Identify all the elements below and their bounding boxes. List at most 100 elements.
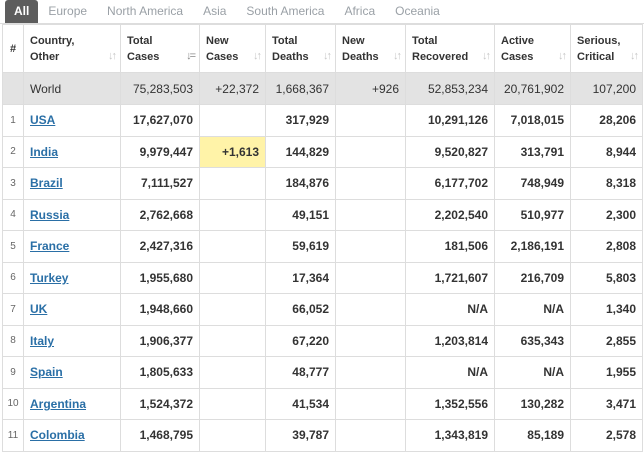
sort-icon[interactable]: ↓↑	[253, 50, 262, 62]
table-row: 7 UK 1,948,660 66,052 N/A N/A 1,340	[2, 293, 643, 326]
world-label: World	[23, 72, 121, 105]
country-link[interactable]: France	[30, 239, 70, 254]
table-row: 9 Spain 1,805,633 48,777 N/A N/A 1,955	[2, 356, 643, 389]
country-link[interactable]: India	[30, 144, 59, 159]
country-link[interactable]: Spain	[30, 365, 63, 380]
total-recovered-cell: N/A	[405, 293, 495, 326]
country-link[interactable]: USA	[30, 113, 56, 128]
country-link[interactable]: Brazil	[30, 176, 63, 191]
row-index: 1	[2, 104, 24, 137]
total-cases-cell: 2,762,668	[120, 198, 200, 231]
header-new-deaths[interactable]: New Deaths ↓↑	[335, 24, 406, 73]
country-link[interactable]: Turkey	[30, 270, 69, 285]
sort-icon[interactable]: ↓↑	[630, 50, 639, 62]
active-cases-cell: 313,791	[494, 135, 571, 168]
tab-asia[interactable]: Asia	[203, 4, 227, 18]
sort-icon[interactable]: ↓↑	[323, 50, 332, 62]
country-cell: Spain	[23, 356, 121, 389]
active-cases-cell: 510,977	[494, 198, 571, 231]
tab-all[interactable]: All	[5, 0, 39, 23]
new-deaths-cell	[335, 356, 406, 389]
serious-critical-cell: 1,340	[570, 293, 643, 326]
row-index: 3	[2, 167, 24, 200]
country-link[interactable]: Italy	[30, 333, 55, 348]
total-deaths-cell: 184,876	[265, 167, 336, 200]
serious-critical-cell: 1,955	[570, 356, 643, 389]
header-country[interactable]: Country, Other ↓↑	[23, 24, 121, 73]
country-cell: France	[23, 230, 121, 263]
total-cases-cell: 7,111,527	[120, 167, 200, 200]
header-new-cases[interactable]: New Cases ↓↑	[199, 24, 266, 73]
new-deaths-cell	[335, 167, 406, 200]
active-cases-cell: 7,018,015	[494, 104, 571, 137]
sort-icon[interactable]: ↓↑	[558, 50, 567, 62]
total-deaths-cell: 317,929	[265, 104, 336, 137]
country-cell: Turkey	[23, 261, 121, 294]
header-serious-critical[interactable]: Serious, Critical ↓↑	[570, 24, 643, 73]
header-total-cases[interactable]: Total Cases ↓=	[120, 24, 200, 73]
tab-oceania[interactable]: Oceania	[395, 4, 440, 18]
row-index: 10	[2, 387, 24, 420]
country-link[interactable]: UK	[30, 302, 48, 317]
total-recovered-cell: 10,291,126	[405, 104, 495, 137]
total-cases-cell: 9,979,447	[120, 135, 200, 168]
row-index: 7	[2, 293, 24, 326]
total-recovered-cell: 181,506	[405, 230, 495, 263]
header-total-deaths[interactable]: Total Deaths ↓↑	[265, 24, 336, 73]
world-active-cases: 20,761,902	[494, 72, 571, 105]
serious-critical-cell: 2,578	[570, 419, 643, 452]
header-total-recovered[interactable]: Total Recovered ↓↑	[405, 24, 495, 73]
country-link[interactable]: Argentina	[30, 396, 87, 411]
sort-desc-icon[interactable]: ↓=	[186, 50, 196, 62]
table-row: 10 Argentina 1,524,372 41,534 1,352,556 130,2…	[2, 387, 643, 420]
country-link[interactable]: Colombia	[30, 428, 85, 443]
table-row: 4 Russia 2,762,668 49,151 2,202,540 510,977 2,…	[2, 198, 643, 231]
table-header-row: # Country, Other ↓↑ Total Cases ↓= New Cases ↓…	[2, 24, 643, 73]
row-index: 11	[2, 419, 24, 452]
tab-europe[interactable]: Europe	[48, 4, 88, 18]
active-cases-cell: 216,709	[494, 261, 571, 294]
sort-icon[interactable]: ↓↑	[393, 50, 402, 62]
total-deaths-cell: 41,534	[265, 387, 336, 420]
total-cases-cell: 1,906,377	[120, 324, 200, 357]
row-index	[2, 72, 24, 105]
tab-africa[interactable]: Africa	[344, 4, 376, 18]
serious-critical-cell: 8,944	[570, 135, 643, 168]
new-deaths-cell	[335, 104, 406, 137]
new-deaths-cell	[335, 419, 406, 452]
new-cases-cell	[199, 387, 266, 420]
world-new-deaths: +926	[335, 72, 406, 105]
total-recovered-cell: N/A	[405, 356, 495, 389]
total-recovered-cell: 9,520,827	[405, 135, 495, 168]
serious-critical-cell: 3,471	[570, 387, 643, 420]
total-deaths-cell: 59,619	[265, 230, 336, 263]
country-link[interactable]: Russia	[30, 207, 70, 222]
sort-icon[interactable]: ↓↑	[482, 50, 491, 62]
country-cell: Italy	[23, 324, 121, 357]
region-tabs: All Europe North America Asia South America A…	[0, 0, 644, 24]
new-cases-cell	[199, 293, 266, 326]
total-cases-cell: 2,427,316	[120, 230, 200, 263]
total-recovered-cell: 1,352,556	[405, 387, 495, 420]
sort-icon[interactable]: ↓↑	[108, 50, 117, 62]
total-cases-cell: 1,524,372	[120, 387, 200, 420]
covid-stats-table: # Country, Other ↓↑ Total Cases ↓= New Cases ↓…	[2, 24, 643, 452]
active-cases-cell: N/A	[494, 293, 571, 326]
row-index: 4	[2, 198, 24, 231]
new-cases-cell	[199, 230, 266, 263]
country-cell: India	[23, 135, 121, 168]
tab-north-america[interactable]: North America	[107, 4, 184, 18]
tab-south-america[interactable]: South America	[246, 4, 325, 18]
row-index: 5	[2, 230, 24, 263]
new-cases-cell	[199, 167, 266, 200]
table-row: 8 Italy 1,906,377 67,220 1,203,814 635,343 2,8…	[2, 324, 643, 357]
active-cases-cell: N/A	[494, 356, 571, 389]
active-cases-cell: 2,186,191	[494, 230, 571, 263]
header-active-cases[interactable]: Active Cases ↓↑	[494, 24, 571, 73]
country-cell: Brazil	[23, 167, 121, 200]
serious-critical-cell: 5,803	[570, 261, 643, 294]
table-row: 6 Turkey 1,955,680 17,364 1,721,607 216,709 5,…	[2, 261, 643, 294]
new-cases-cell	[199, 356, 266, 389]
total-deaths-cell: 67,220	[265, 324, 336, 357]
world-total-deaths: 1,668,367	[265, 72, 336, 105]
